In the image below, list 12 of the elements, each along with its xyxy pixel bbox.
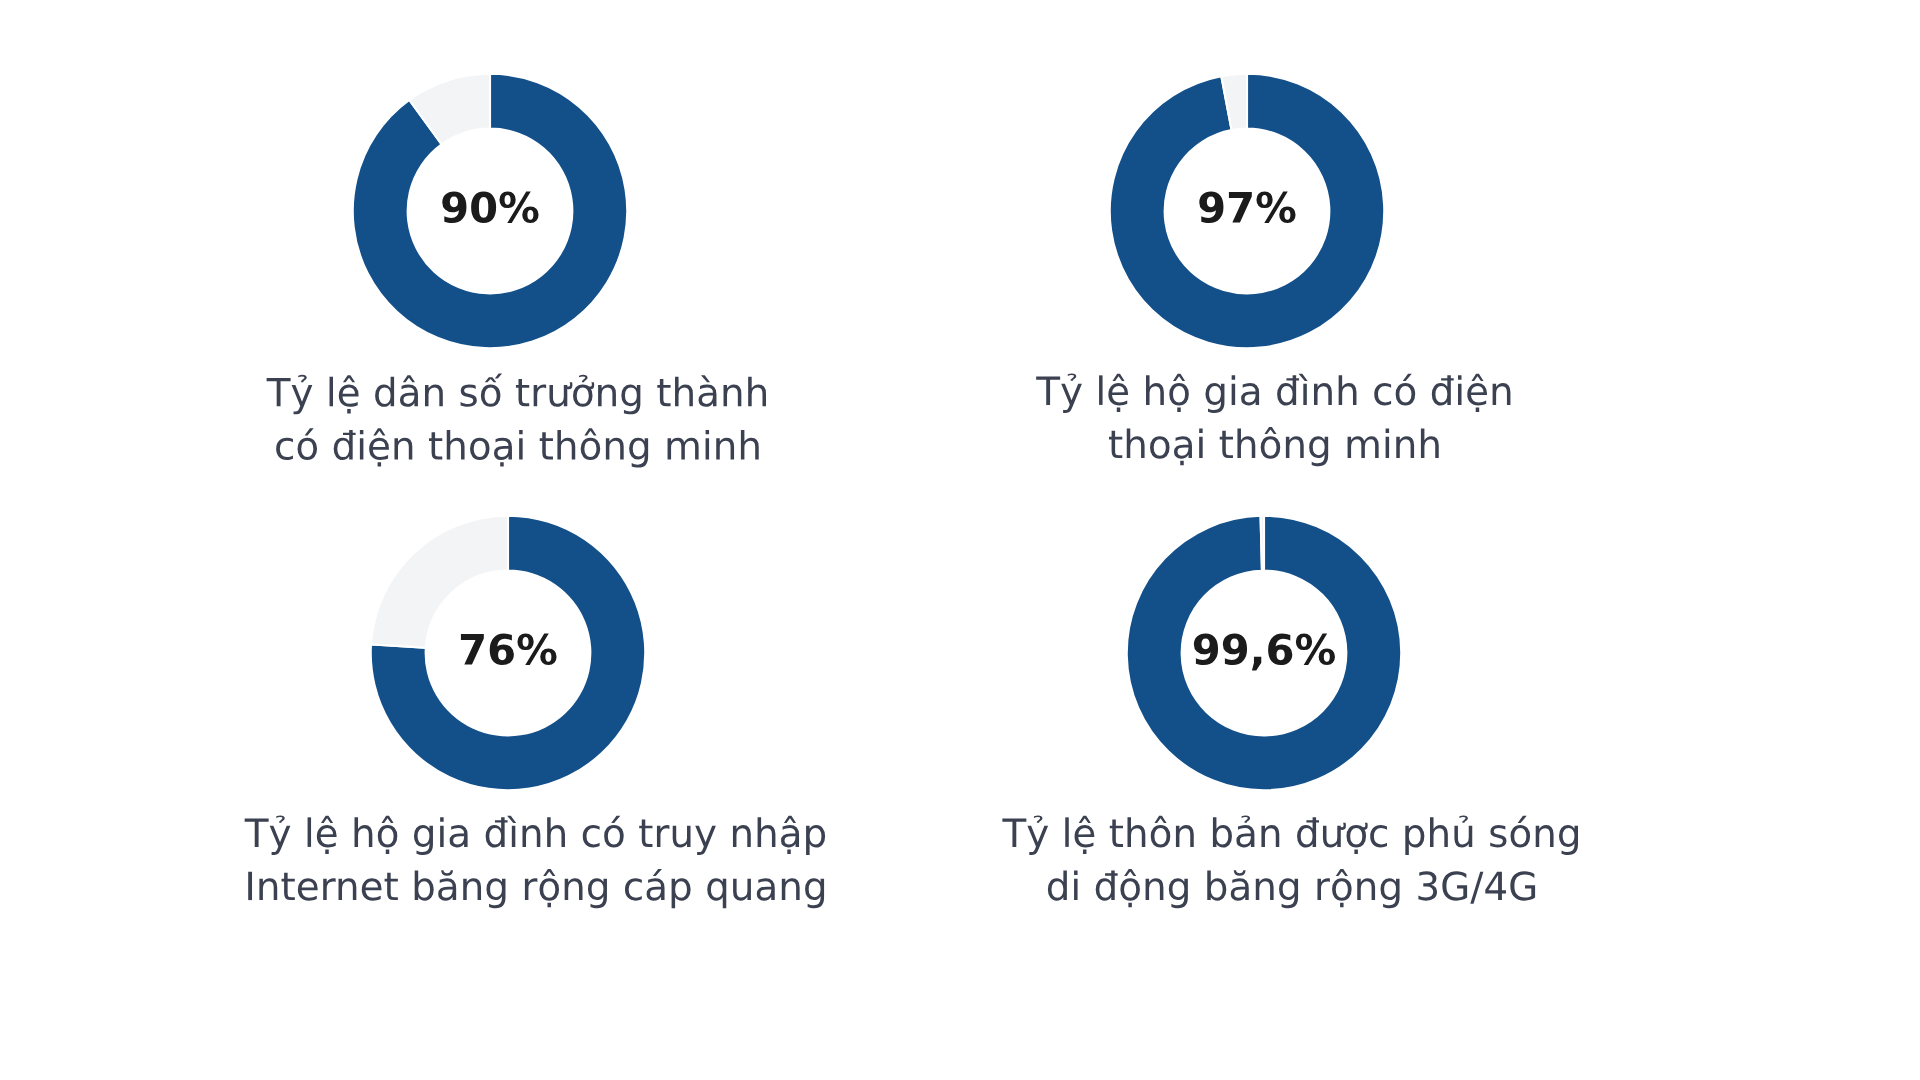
donut-slice xyxy=(1108,72,1386,350)
donut-slice xyxy=(351,72,629,350)
text: Tỷ lệ hộ gia đình có truy nhập Internet băng rộng cáp quang xyxy=(244,815,826,909)
data-label: 76% xyxy=(460,633,557,666)
data-label: 97% xyxy=(1199,191,1296,224)
text: Tỷ lệ hộ gia đình có điện thoại thông minh xyxy=(1036,373,1511,467)
data-label: 99,6% xyxy=(1193,633,1335,671)
text: Tỷ lệ thôn bản được phủ sóng di động băng rộng 3G/4G xyxy=(1002,815,1578,909)
data-label: 90% xyxy=(442,191,539,224)
donut-slice xyxy=(1125,514,1403,792)
donut-slice xyxy=(369,514,647,792)
text: Tỷ lệ dân số trưởng thành có điện thoại thông minh xyxy=(266,373,766,468)
